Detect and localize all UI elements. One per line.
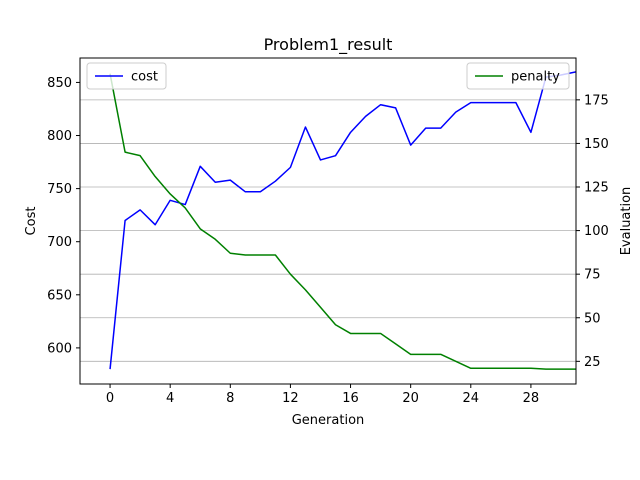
x-axis: 0 4 8 12 16 20 24 28 — [106, 384, 539, 406]
legend-penalty-frame — [466, 62, 570, 90]
y-left-tick-label: 700 — [47, 235, 72, 250]
y-right-tick-label: 100 — [584, 224, 609, 239]
x-tick-label: 20 — [402, 391, 419, 406]
legend-cost-label: cost — [131, 70, 158, 85]
x-axis-label: Generation — [292, 413, 365, 428]
y-left-tick-label: 750 — [47, 182, 72, 197]
legend-penalty: penalty — [466, 62, 570, 90]
y-axis-label-right: Evaluation — [619, 187, 634, 256]
y-right-tick-label: 50 — [584, 311, 601, 326]
y-left-tick-label: 650 — [47, 288, 72, 303]
y-left-tick-label: 800 — [47, 129, 72, 144]
grid — [80, 99, 576, 362]
x-tick-label: 8 — [226, 391, 234, 406]
y-axis-left: 600 650 700 750 800 850 — [47, 76, 80, 356]
y-axis-right: 25 50 75 100 125 150 175 — [576, 93, 609, 370]
y-right-tick-label: 150 — [584, 137, 609, 152]
y-right-tick-label: 175 — [584, 93, 609, 108]
legend-cost-frame — [86, 62, 167, 90]
y-right-tick-label: 25 — [584, 355, 601, 370]
legends: cost penalty — [86, 62, 570, 90]
y-right-tick-label: 75 — [584, 268, 601, 283]
x-tick-label: 4 — [166, 391, 174, 406]
x-tick-label: 0 — [106, 391, 114, 406]
x-tick-label: 16 — [342, 391, 359, 406]
x-tick-label: 28 — [523, 391, 540, 406]
plot-frame — [79, 57, 577, 385]
series-line-cost — [109, 71, 576, 370]
series-layer — [109, 71, 576, 370]
x-tick-label: 24 — [463, 391, 480, 406]
y-right-tick-label: 125 — [584, 181, 609, 196]
x-tick-label: 12 — [282, 391, 299, 406]
legend-penalty-label: penalty — [511, 70, 560, 85]
y-left-tick-label: 600 — [47, 341, 72, 356]
y-left-tick-label: 850 — [47, 76, 72, 91]
chart-title: Problem1_result — [264, 35, 393, 55]
series-line-penalty — [109, 73, 576, 370]
legend-cost: cost — [86, 62, 167, 90]
y-axis-label-left: Cost — [24, 207, 39, 236]
